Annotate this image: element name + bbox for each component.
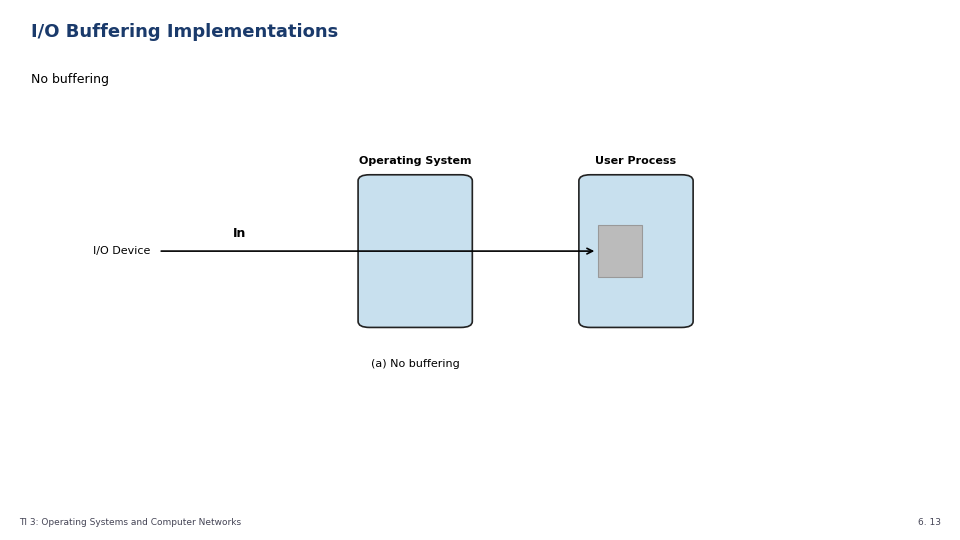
Text: User Process: User Process	[595, 156, 677, 166]
Text: In: In	[233, 227, 247, 240]
Text: Operating System: Operating System	[359, 156, 471, 166]
FancyBboxPatch shape	[598, 225, 642, 277]
Text: TI 3: Operating Systems and Computer Networks: TI 3: Operating Systems and Computer Net…	[19, 518, 241, 528]
Text: 6. 13: 6. 13	[918, 518, 941, 528]
Text: No buffering: No buffering	[31, 73, 108, 86]
Text: I/O Buffering Implementations: I/O Buffering Implementations	[31, 23, 338, 40]
FancyBboxPatch shape	[579, 175, 693, 327]
Text: I/O Device: I/O Device	[93, 246, 151, 256]
Text: (a) No buffering: (a) No buffering	[371, 359, 460, 369]
FancyBboxPatch shape	[358, 175, 472, 327]
